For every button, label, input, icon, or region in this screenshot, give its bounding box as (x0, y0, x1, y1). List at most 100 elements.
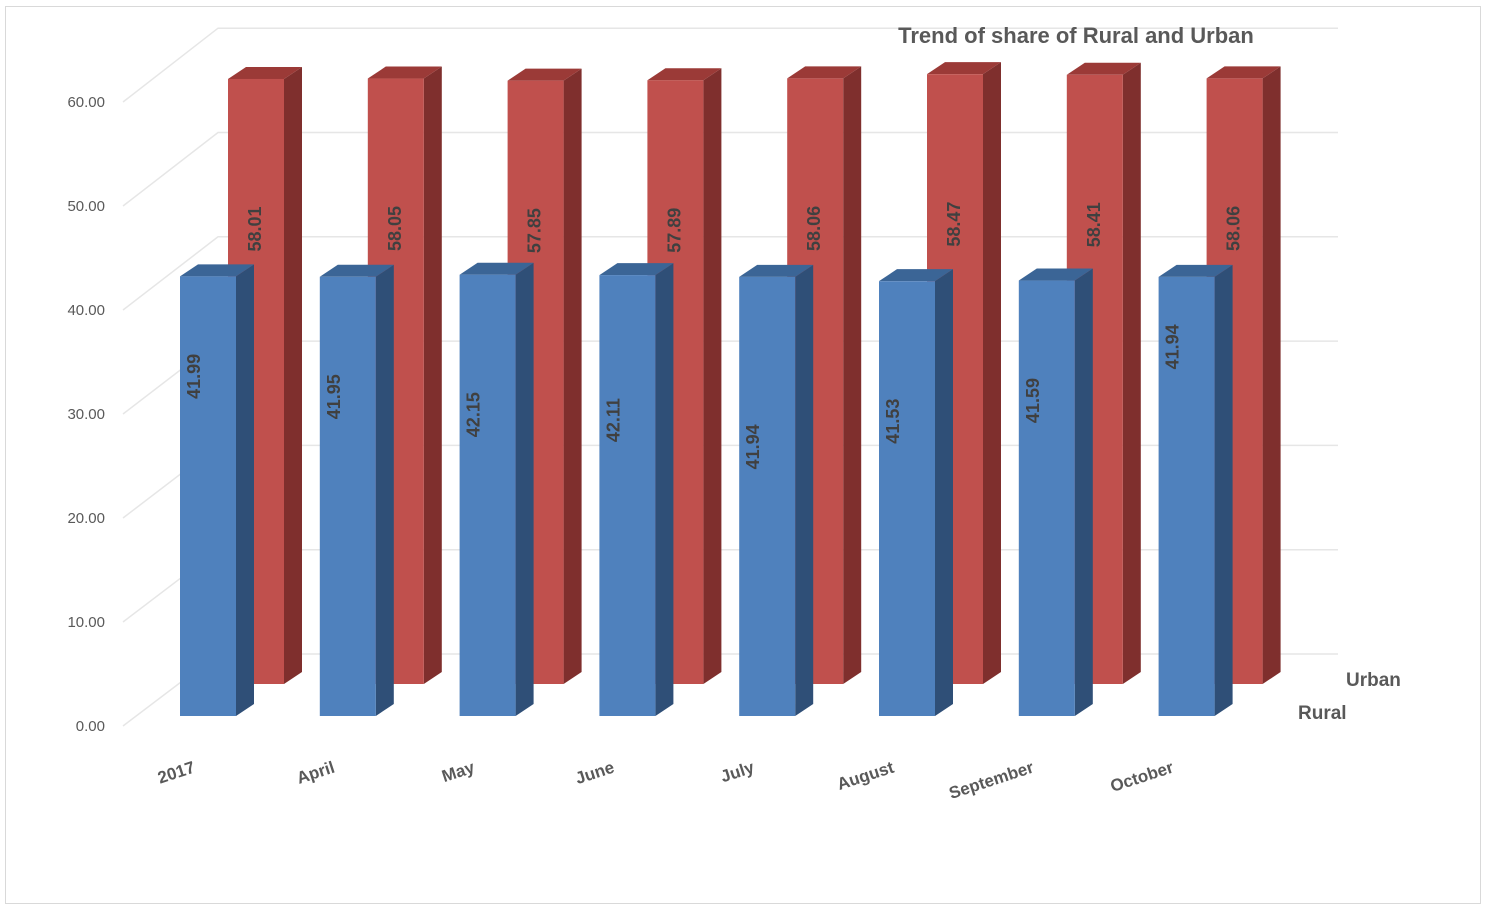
rural-bar-shape (180, 264, 254, 716)
rural-bar-shape-front (1158, 276, 1215, 716)
y-tick-label: 50.00 (67, 198, 105, 215)
gridline (122, 131, 1338, 207)
x-tick-label: September (947, 758, 1037, 803)
y-tick-label: 10.00 (67, 614, 105, 631)
rural-bar-shape-side (655, 263, 674, 716)
y-tick-label: 40.00 (67, 302, 105, 319)
rural-bar: 41.94 (739, 264, 814, 716)
rural-bar-shape (319, 264, 394, 716)
rural-bar-shape-side (935, 269, 953, 716)
y-tick-label: 20.00 (67, 510, 105, 527)
urban-bar-shape-side (563, 68, 582, 684)
urban-data-label: 58.06 (804, 206, 824, 251)
rural-bar-shape-front (1018, 280, 1075, 716)
rural-bar-shape-top (459, 262, 534, 275)
rural-bar-shape-side (1214, 264, 1233, 716)
rural-bar-shape-front (319, 276, 376, 716)
urban-data-label: 58.06 (1224, 206, 1244, 251)
urban-data-label: 58.01 (245, 206, 265, 251)
rural-bar-shape-front (180, 276, 236, 716)
urban-bar: 57.85 (507, 68, 582, 684)
urban-bar-shape-side (703, 68, 722, 685)
urban-bar-shape-side (1122, 62, 1141, 685)
rural-bar-shape-top (879, 269, 953, 282)
y-tick-label: 60.00 (67, 94, 105, 111)
urban-bar-shape-top (1206, 66, 1281, 79)
urban-bar-shape-top (228, 66, 302, 79)
urban-data-label: 58.05 (385, 206, 405, 251)
x-tick-label: 2017 (155, 758, 197, 788)
rural-bar-shape-top (1158, 264, 1233, 277)
urban-data-label: 58.47 (944, 202, 964, 247)
chart-title: Trend of share of Rural and Urban (898, 23, 1254, 48)
rural-data-label: 41.95 (324, 374, 344, 419)
urban-bar-shape-side (843, 66, 862, 684)
rural-bar-shape-side (1074, 268, 1093, 716)
y-tick-label: 0.00 (76, 718, 105, 735)
x-tick-label: August (835, 758, 897, 794)
y-tick-label: 30.00 (67, 406, 105, 423)
urban-data-label: 58.41 (1084, 202, 1104, 247)
urban-bar-shape-side (284, 66, 302, 685)
rural-bar-shape-top (599, 263, 674, 276)
x-tick-label: June (573, 758, 617, 788)
urban-data-label: 57.89 (664, 208, 684, 253)
rural-bar: 41.99 (180, 264, 254, 716)
rural-data-label: 42.11 (603, 398, 623, 442)
urban-bar-shape-top (647, 68, 722, 81)
gridline (122, 653, 1338, 727)
rural-bar-shape-top (1018, 268, 1093, 281)
rural-bar-shape-side (236, 264, 254, 716)
gridlines (122, 27, 1338, 727)
rural-bar-shape-side (515, 262, 534, 716)
rural-data-label: 42.15 (464, 392, 484, 437)
x-tick-label: October (1108, 758, 1176, 796)
urban-bar-shape-side (1262, 66, 1281, 684)
rural-series: 41.99 41.95 42.15 42.11 41.94 41.53 41.59 41.94 (180, 262, 1233, 716)
series-label-urban: Urban (1346, 670, 1401, 691)
x-tick-label: July (718, 758, 757, 787)
rural-bar-shape-top (319, 264, 394, 277)
urban-bar-shape-top (787, 66, 862, 79)
rural-bar-shape-top (180, 264, 254, 277)
rural-bar: 41.95 (319, 264, 394, 716)
gridline (122, 444, 1338, 519)
rural-bar: 41.53 (879, 269, 953, 716)
rural-bar-shape-front (459, 274, 516, 716)
rural-data-label: 41.53 (883, 399, 903, 444)
rural-bar: 42.15 (459, 262, 534, 716)
gridline (122, 548, 1338, 623)
rural-data-label: 41.94 (1163, 324, 1183, 369)
urban-bar-shape-top (507, 68, 582, 81)
urban-bar-shape (507, 68, 582, 684)
rural-bar-shape (459, 262, 534, 716)
rural-bar-shape (1158, 264, 1233, 716)
rural-bar-shape-front (739, 276, 796, 716)
urban-bar-shape-side (983, 62, 1001, 685)
urban-data-label: 57.85 (525, 208, 545, 253)
series-label-rural: Rural (1298, 703, 1347, 724)
rural-bar-shape-side (795, 264, 814, 716)
rural-data-label: 41.94 (743, 424, 763, 469)
gridline (122, 340, 1338, 415)
rural-bar-shape-top (739, 264, 814, 277)
rural-bar: 41.59 (1018, 268, 1093, 716)
rural-data-label: 41.59 (1023, 378, 1043, 423)
rural-bar-shape-side (375, 264, 394, 716)
rural-bar-shape (1018, 268, 1093, 716)
x-tick-label: May (440, 758, 478, 786)
rural-bar: 41.94 (1158, 264, 1233, 716)
rural-bar: 42.11 (599, 263, 674, 716)
urban-bar-shape-top (367, 66, 442, 79)
rural-bar-shape (879, 269, 953, 716)
urban-bar-shape-side (423, 66, 442, 684)
gridline (122, 27, 1338, 103)
gridline (122, 236, 1338, 311)
rural-data-label: 41.99 (184, 354, 204, 399)
x-tick-label: April (294, 758, 337, 788)
rural-bar-shape-front (599, 275, 656, 716)
rural-bar-shape-front (879, 281, 935, 716)
urban-bar-shape-top (927, 62, 1001, 75)
urban-bar-shape-top (1066, 62, 1141, 75)
